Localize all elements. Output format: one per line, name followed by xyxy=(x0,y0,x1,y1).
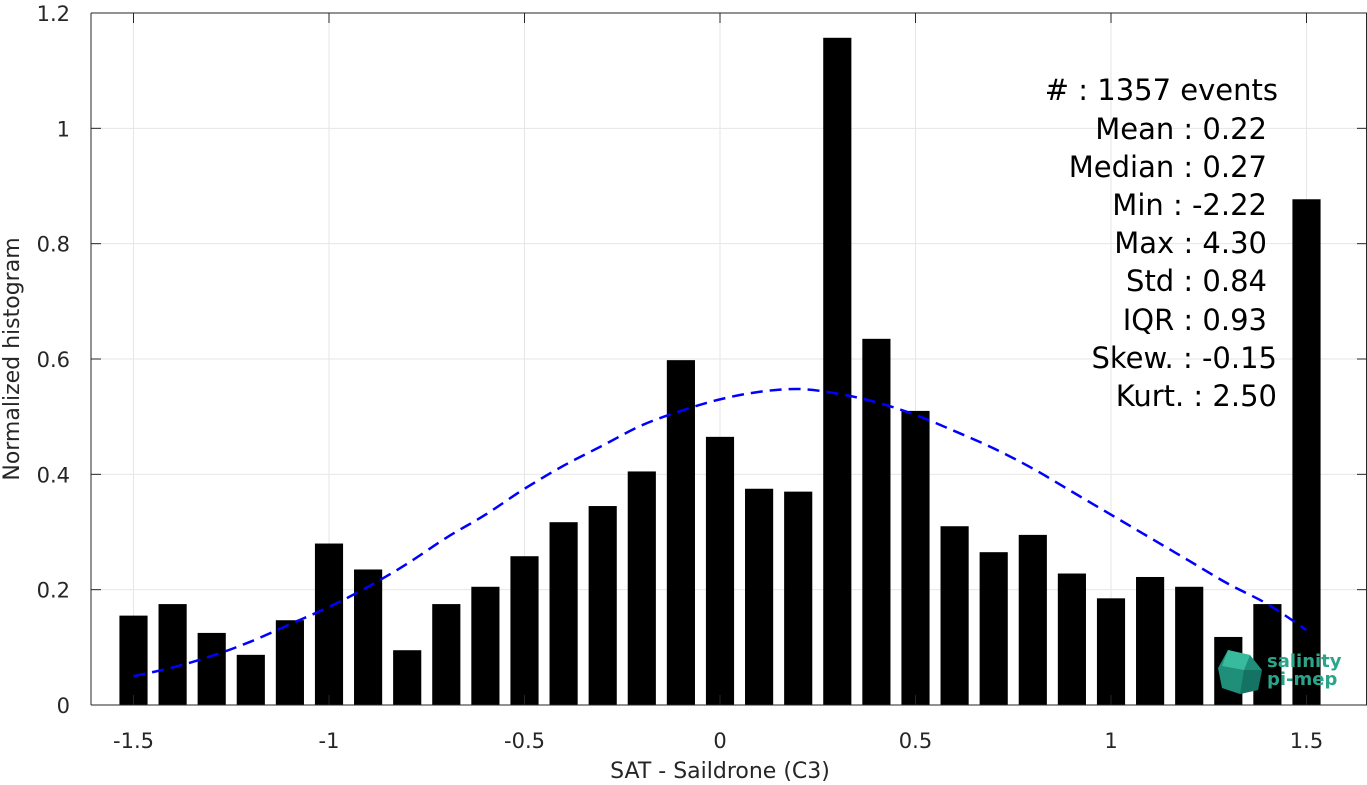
histogram-bar-26 xyxy=(1136,576,1165,705)
histogram-bar-15 xyxy=(705,436,735,705)
stats-line-std: Std : 0.84 xyxy=(1126,264,1267,298)
histogram-bar-7 xyxy=(393,650,422,705)
x-tick-label-0: -1.5 xyxy=(113,729,154,753)
histogram-bar-3 xyxy=(236,654,265,705)
y-tick-label-1: 0.2 xyxy=(37,579,70,603)
x-tick-label-4: 0.5 xyxy=(899,729,932,753)
histogram-bar-17 xyxy=(784,491,813,705)
stats-line-count: # : 1357 events xyxy=(1045,73,1278,107)
logo-line-1: salinity xyxy=(1267,651,1342,672)
stats-line-mean: Mean : 0.22 xyxy=(1095,112,1267,146)
histogram-bars xyxy=(119,37,1321,705)
histogram-bar-6 xyxy=(354,569,383,705)
histogram-bar-10 xyxy=(510,556,539,705)
histogram-bar-20 xyxy=(901,410,930,705)
fit-curve xyxy=(133,387,1308,678)
histogram-bar-23 xyxy=(1018,534,1047,705)
histogram-bar-24 xyxy=(1057,573,1086,705)
salinity-pimep-logo: salinity pi-mep xyxy=(1218,650,1342,694)
histogram-bar-12 xyxy=(588,506,617,705)
histogram-bar-22 xyxy=(979,552,1008,705)
y-tick-label-0: 0 xyxy=(57,694,70,718)
stats-line-kurt: Kurt. : 2.50 xyxy=(1116,379,1277,413)
histogram-bar-4 xyxy=(275,620,304,705)
x-tick-label-5: 1 xyxy=(1104,729,1117,753)
histogram-bar-13 xyxy=(627,471,656,705)
histogram-bar-25 xyxy=(1096,598,1126,705)
stats-line-max: Max : 4.30 xyxy=(1114,226,1267,260)
histogram-bar-1 xyxy=(158,604,187,705)
fit-curve-line xyxy=(133,387,1308,678)
x-tick-label-1: -1 xyxy=(319,729,340,753)
histogram-bar-30 xyxy=(1292,199,1321,705)
stats-box: # : 1357 events Mean : 0.22 Median : 0.2… xyxy=(1045,73,1278,413)
histogram-bar-16 xyxy=(745,488,774,705)
y-tick-label-5: 1 xyxy=(57,117,70,141)
histogram-bar-27 xyxy=(1175,586,1204,705)
stats-line-median: Median : 0.27 xyxy=(1069,150,1267,184)
x-axis-label: SAT - Saildrone (C3) xyxy=(610,759,830,784)
histogram-bar-18 xyxy=(823,37,852,705)
y-tick-label-2: 0.4 xyxy=(37,463,70,487)
histogram-bar-11 xyxy=(549,522,578,705)
stats-line-min: Min : -2.22 xyxy=(1112,188,1267,222)
x-tick-label-2: -0.5 xyxy=(504,729,545,753)
y-tick-label-4: 0.8 xyxy=(37,233,70,257)
histogram-bar-8 xyxy=(432,604,461,705)
y-axis-ticks: 0 0.2 0.4 0.6 0.8 1 1.2 xyxy=(37,2,1367,718)
x-tick-label-3: 0 xyxy=(713,729,726,753)
histogram-bar-5 xyxy=(314,543,344,705)
histogram-bar-19 xyxy=(862,338,891,705)
y-axis-label: Normalized histogram xyxy=(0,237,25,480)
histogram-bar-2 xyxy=(197,632,226,705)
y-tick-label-6: 1.2 xyxy=(37,2,70,26)
y-tick-label-3: 0.6 xyxy=(37,348,70,372)
stats-line-skew: Skew. : -0.15 xyxy=(1091,341,1277,375)
histogram-bar-14 xyxy=(666,360,695,705)
x-tick-label-6: 1.5 xyxy=(1290,729,1323,753)
x-axis-ticks: -1.5 -1 -0.5 0 0.5 1 1.5 xyxy=(113,13,1323,753)
histogram-bar-0 xyxy=(119,615,148,705)
logo-line-2: pi-mep xyxy=(1267,669,1337,690)
histogram-bar-21 xyxy=(940,526,969,705)
histogram-bar-9 xyxy=(471,586,500,705)
stats-line-iqr: IQR : 0.93 xyxy=(1123,303,1267,337)
